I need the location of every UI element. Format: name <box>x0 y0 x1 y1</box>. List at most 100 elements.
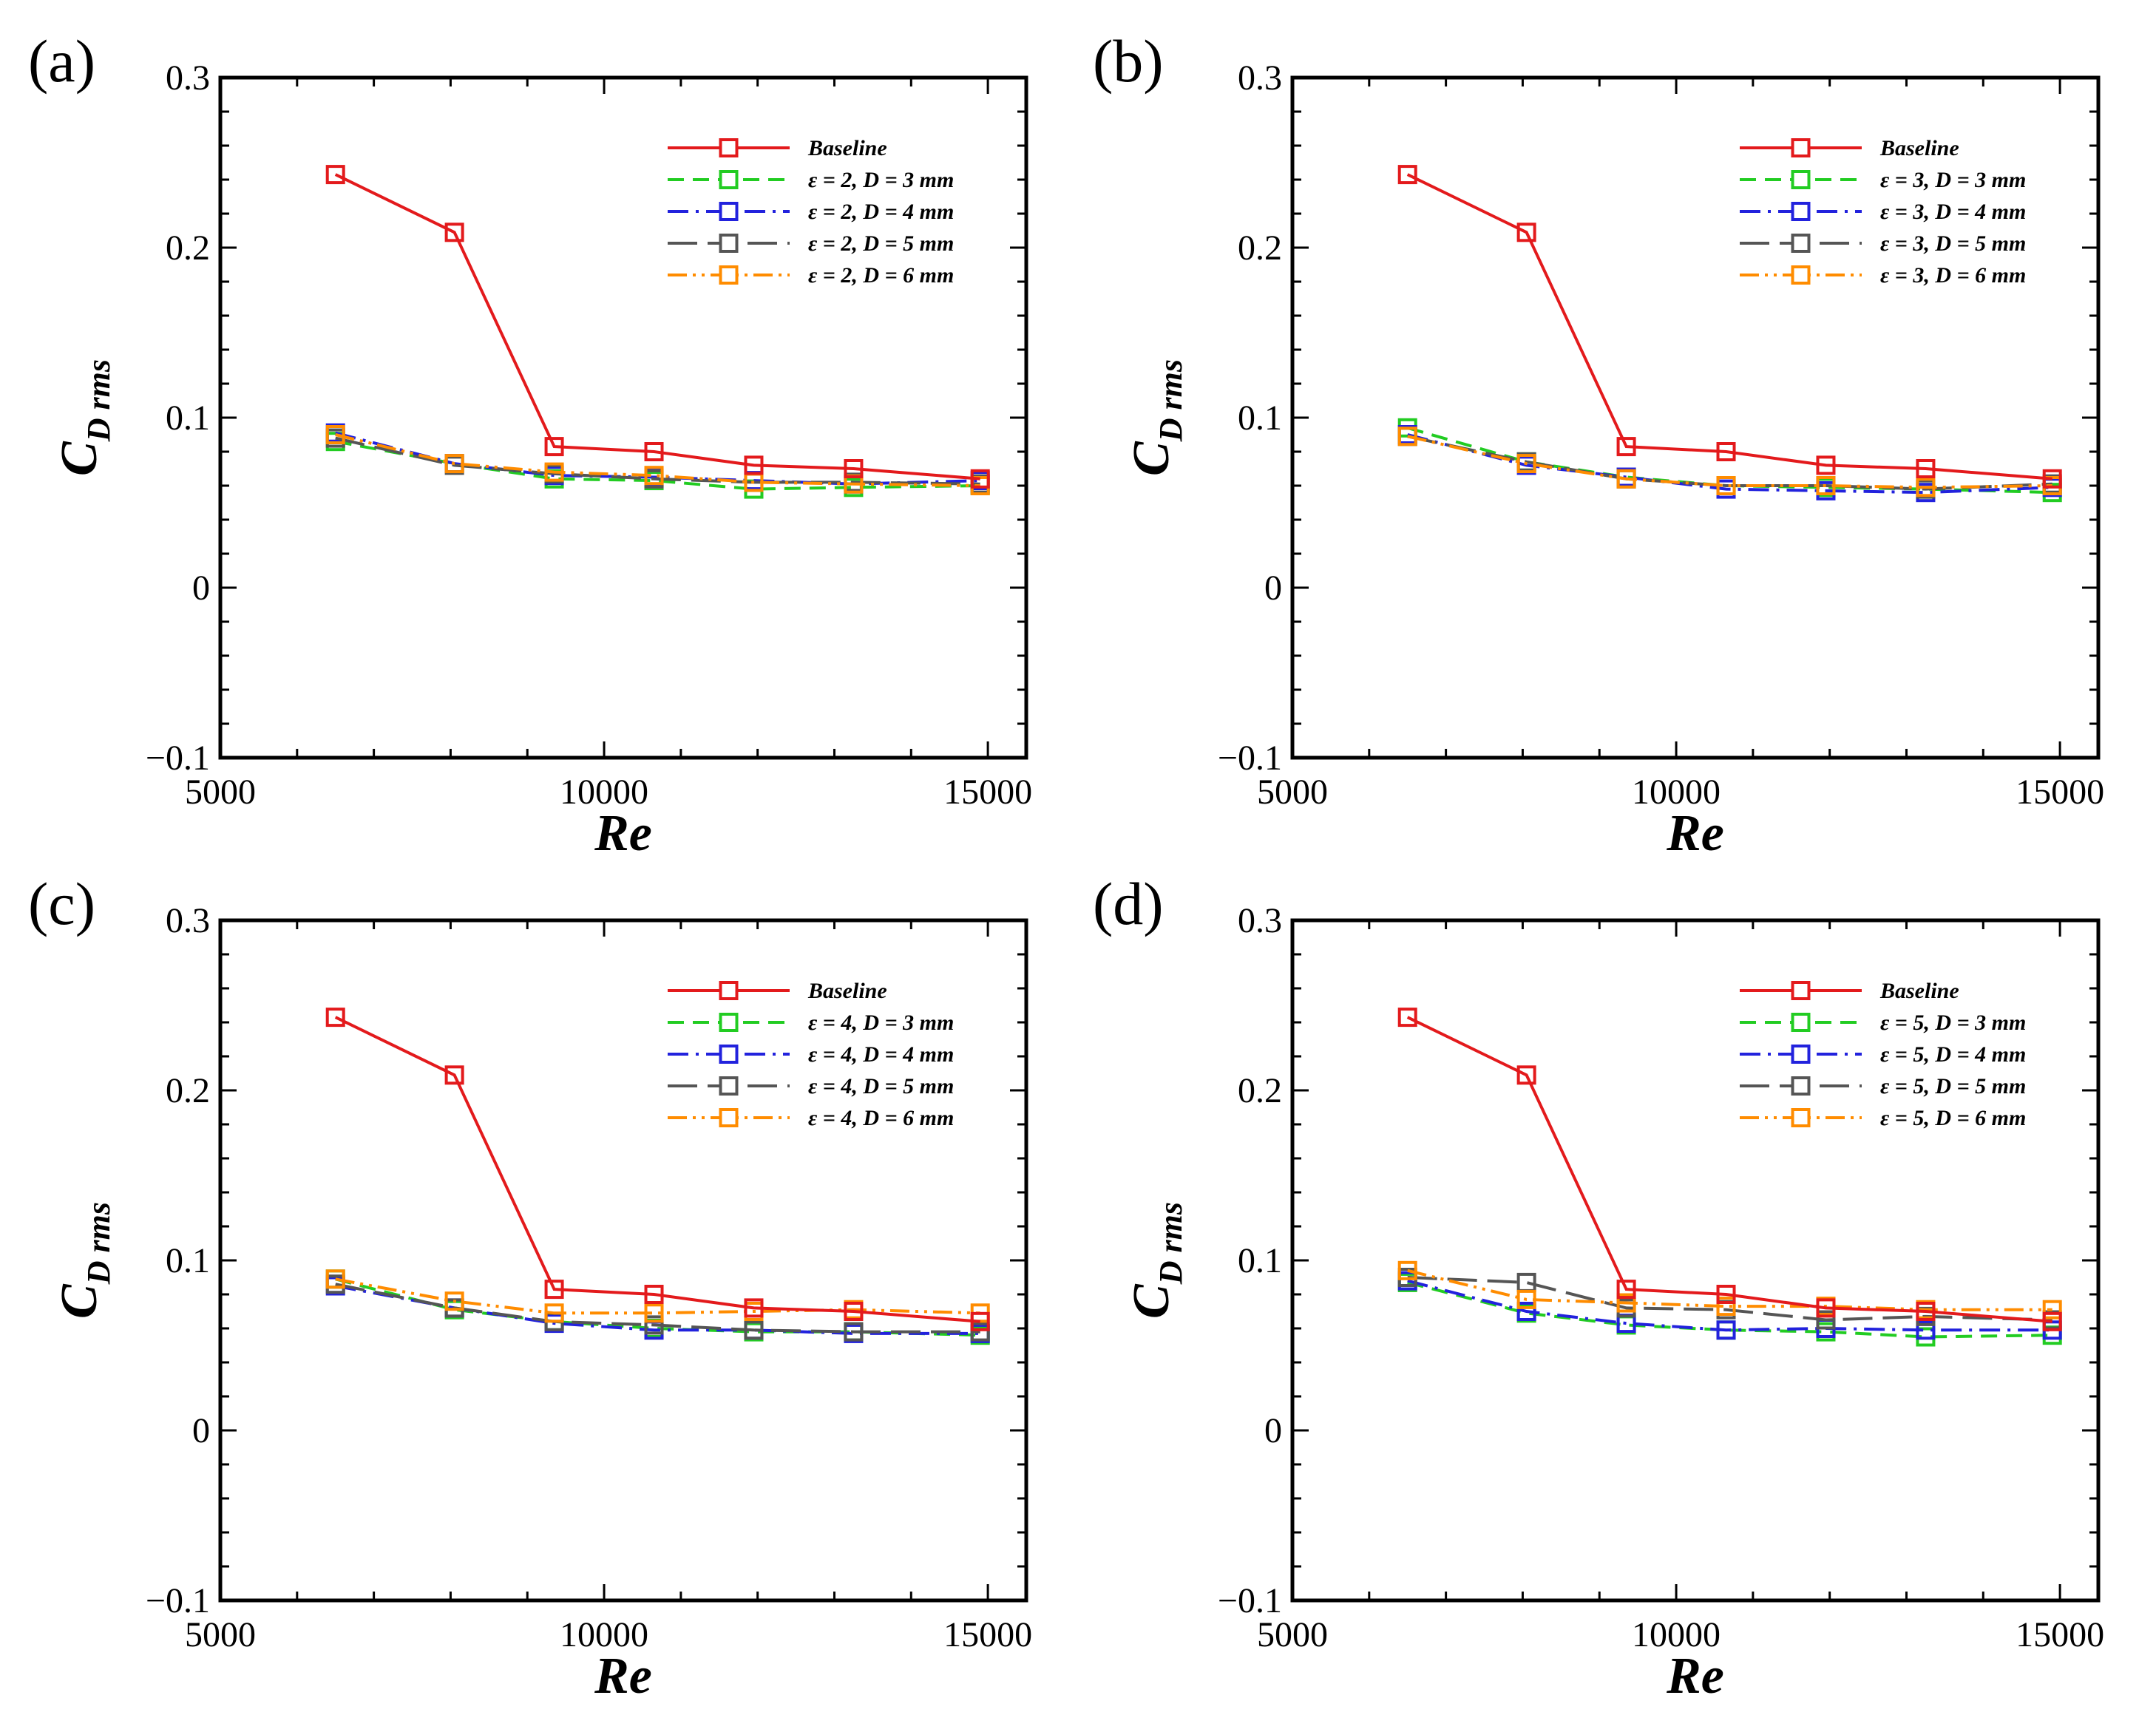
data-point <box>544 1280 564 1300</box>
x-tick-label: 15000 <box>943 772 1032 812</box>
chart-panel-d: −0.1 0 0.1 0.2 0.3 5000 10000 15000 (d) Re CD rms B… <box>1093 870 2104 1705</box>
legend-label: ε = 2, D = 5 mm <box>808 231 954 256</box>
legend-marker <box>719 1076 739 1096</box>
legend-marker <box>719 981 739 1000</box>
data-point <box>1616 469 1636 489</box>
panel-label: (c) <box>28 870 95 937</box>
y-axis-label-sub: D rms <box>81 1202 117 1285</box>
data-point <box>325 1008 345 1028</box>
y-tick-label: −0.1 <box>146 738 210 778</box>
legend-marker <box>1791 170 1811 189</box>
data-point <box>1616 437 1636 457</box>
data-point <box>970 469 990 489</box>
x-tick-label: 15000 <box>943 1615 1032 1654</box>
y-axis-label: CD rms <box>1123 1202 1189 1319</box>
legend-marker <box>719 1045 739 1064</box>
y-tick-label: 0.2 <box>166 1071 210 1110</box>
legend-marker <box>1791 202 1811 221</box>
data-point <box>444 454 464 474</box>
y-tick-label: 0 <box>192 568 210 608</box>
y-tick-label: 0.3 <box>1238 901 1282 940</box>
legend-marker <box>1791 265 1811 285</box>
chart-panel-b: −0.1 0 0.1 0.2 0.3 5000 10000 15000 (b) Re CD rms B… <box>1093 27 2104 862</box>
data-point <box>1716 1285 1736 1304</box>
data-point <box>444 223 464 242</box>
data-point <box>1516 1065 1536 1085</box>
legend-marker <box>1791 1076 1811 1096</box>
data-point <box>325 1269 345 1289</box>
legend-label: ε = 5, D = 3 mm <box>1880 1011 2026 1035</box>
series-line <box>334 1016 980 1323</box>
y-axis-label-sub: D rms <box>81 359 117 442</box>
x-tick-label: 10000 <box>560 772 648 812</box>
legend-label: ε = 2, D = 4 mm <box>808 200 954 224</box>
legend-marker <box>1791 1045 1811 1064</box>
panel-label: (d) <box>1093 870 1164 937</box>
data-point <box>2042 469 2062 489</box>
y-tick-label: 0.3 <box>1238 58 1282 98</box>
data-point <box>1916 478 1936 497</box>
data-point <box>644 466 664 486</box>
legend-marker <box>1791 981 1811 1000</box>
series-line <box>335 1283 980 1334</box>
legend-marker <box>719 170 739 189</box>
data-point <box>1516 1289 1536 1309</box>
data-point <box>1916 1302 1936 1321</box>
data-point <box>1916 459 1936 478</box>
data-point <box>325 165 345 185</box>
legend-label: ε = 4, D = 5 mm <box>808 1074 954 1098</box>
legend-marker <box>1791 138 1811 157</box>
data-point <box>444 1065 464 1085</box>
series-4 <box>325 1269 990 1323</box>
legend-label: Baseline <box>807 136 887 160</box>
legend-label: ε = 3, D = 4 mm <box>1880 200 2026 224</box>
y-tick-label: −0.1 <box>1218 1581 1282 1620</box>
data-point <box>1816 476 1836 495</box>
data-point <box>1516 1302 1536 1321</box>
legend-label: ε = 5, D = 5 mm <box>1880 1074 2026 1098</box>
data-point <box>1916 1320 1936 1340</box>
legend: Baseline ε = 2, D = 3 mm ε = 2, D = 4 mm ε … <box>668 136 954 288</box>
data-point <box>1616 1280 1636 1300</box>
x-tick-label: 5000 <box>1257 772 1328 812</box>
data-point <box>1716 476 1736 495</box>
y-tick-label: 0 <box>192 1411 210 1450</box>
legend-marker <box>1791 234 1811 253</box>
legend: Baseline ε = 5, D = 3 mm ε = 5, D = 4 mm ε … <box>1740 979 2026 1130</box>
y-axis-label-main: C <box>51 1283 108 1319</box>
series-line <box>1407 1279 2052 1332</box>
data-point <box>1716 442 1736 461</box>
y-axis-label-sub: D rms <box>1153 359 1189 442</box>
panel-label: (a) <box>28 27 95 95</box>
data-point <box>1616 1293 1636 1313</box>
series-line <box>1407 435 2052 491</box>
panel-label: (b) <box>1093 27 1164 95</box>
data-point <box>1516 223 1536 242</box>
y-tick-label: 0.2 <box>1238 1071 1282 1110</box>
y-tick-label: 0.2 <box>166 228 210 268</box>
y-tick-label: 0 <box>1264 568 1282 608</box>
y-tick-label: 0.1 <box>166 398 210 438</box>
data-point <box>1816 1298 1836 1318</box>
data-point <box>844 1322 864 1342</box>
x-tick-label: 5000 <box>185 1615 256 1654</box>
y-tick-label: 0.3 <box>166 901 210 940</box>
legend-label: ε = 4, D = 4 mm <box>808 1042 954 1067</box>
chart-panel-a: −0.1 0 0.1 0.2 0.3 5000 10000 15000 (a) Re CD rms B… <box>28 27 1032 862</box>
data-point <box>1397 165 1417 185</box>
legend-label: ε = 5, D = 6 mm <box>1880 1106 2026 1130</box>
data-point <box>1816 1310 1836 1330</box>
series-line <box>335 436 980 486</box>
data-point <box>544 437 564 457</box>
x-tick-label: 10000 <box>560 1615 648 1654</box>
series-line <box>335 1277 980 1315</box>
y-axis-label: CD rms <box>51 359 117 476</box>
series-line <box>1407 1269 2052 1311</box>
data-point <box>2042 1311 2062 1331</box>
y-tick-label: −0.1 <box>146 1581 210 1620</box>
legend-label: ε = 2, D = 3 mm <box>808 168 954 192</box>
legend-label: Baseline <box>1879 979 1959 1003</box>
data-point <box>1816 455 1836 475</box>
legend-marker <box>719 1108 739 1127</box>
